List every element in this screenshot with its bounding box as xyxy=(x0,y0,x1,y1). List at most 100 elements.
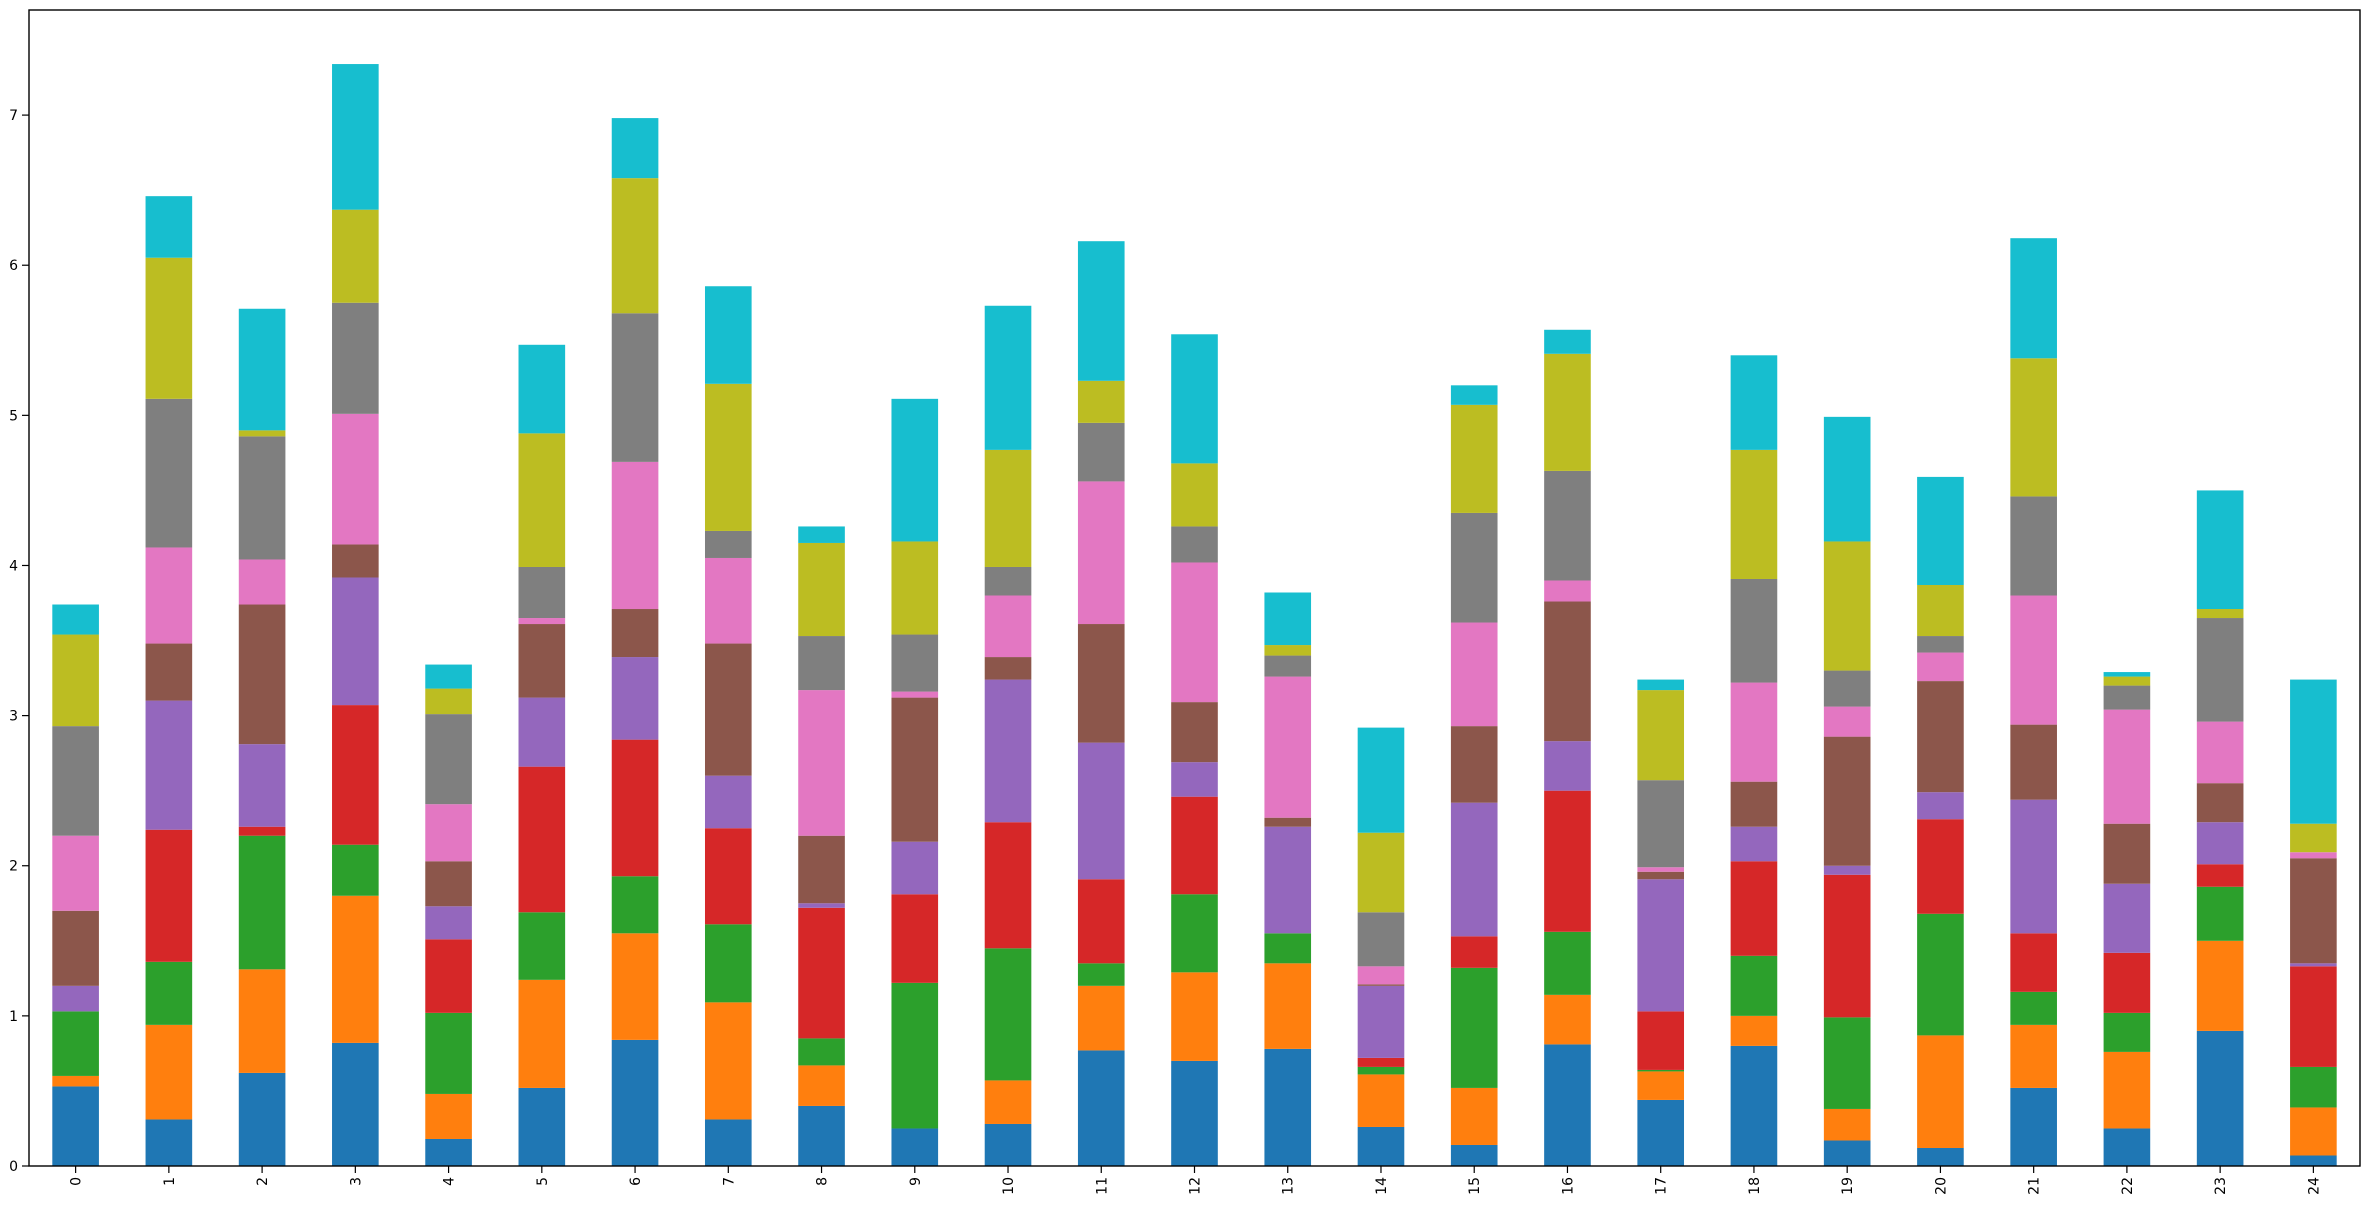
bar-segment-15-s9 xyxy=(1450,385,1498,405)
bar-segment-22-s8 xyxy=(2103,676,2151,686)
bar-segment-11-s7 xyxy=(1077,422,1125,482)
bar-segment-1-s8 xyxy=(145,257,193,399)
bar-segment-0-s8 xyxy=(52,634,99,727)
x-tick-label-10: 10 xyxy=(1001,1177,1017,1195)
bar-segment-2-s5 xyxy=(238,604,286,745)
bar-segment-13-s4 xyxy=(1264,826,1312,934)
bar-segment-7-s9 xyxy=(704,286,752,384)
bar-segment-6-s8 xyxy=(611,178,659,314)
bar-segment-18-s5 xyxy=(1730,781,1778,827)
bar-segment-23-s3 xyxy=(2196,864,2244,887)
bar-segment-1-s4 xyxy=(145,700,193,830)
bar-segment-5-s3 xyxy=(518,766,566,913)
bar-segment-12-s8 xyxy=(1171,463,1218,527)
bar-segment-20-s6 xyxy=(1917,652,1964,682)
bar-segment-16-s1 xyxy=(1544,994,1591,1045)
bar-segment-16-s6 xyxy=(1544,580,1591,602)
x-tick-label-3: 3 xyxy=(348,1177,364,1186)
bar-segment-6-s9 xyxy=(611,118,659,179)
bar-segment-24-s5 xyxy=(2290,858,2337,964)
bar-segment-3-s9 xyxy=(332,64,379,210)
bar-segment-4-s8 xyxy=(425,688,472,715)
bar-segment-23-s5 xyxy=(2196,783,2244,823)
bar-segment-18-s3 xyxy=(1730,861,1778,956)
x-tick-label-23: 23 xyxy=(2213,1177,2229,1195)
bar-segment-24-s1 xyxy=(2290,1107,2337,1156)
y-tick-label-7: 7 xyxy=(9,108,18,124)
bar-segment-21-s2 xyxy=(2010,991,2057,1025)
bar-segment-15-s1 xyxy=(1450,1087,1498,1145)
bar-segment-22-s1 xyxy=(2103,1051,2151,1129)
bar-segment-14-s2 xyxy=(1357,1066,1405,1075)
bar-segment-9-s3 xyxy=(891,894,939,983)
bar-segment-1-s6 xyxy=(145,547,193,644)
bar-segment-5-s7 xyxy=(518,566,566,619)
bar-segment-21-s7 xyxy=(2010,496,2057,596)
bar-segment-7-s4 xyxy=(704,775,752,829)
x-tick-label-4: 4 xyxy=(442,1177,458,1186)
bar-segment-14-s8 xyxy=(1357,832,1405,913)
bar-segment-8-s7 xyxy=(798,636,845,691)
bar-segment-9-s9 xyxy=(891,398,939,542)
bar-segment-14-s0 xyxy=(1357,1126,1405,1166)
x-tick-label-2: 2 xyxy=(255,1177,271,1186)
bar-segment-19-s1 xyxy=(1823,1108,1871,1141)
bar-segment-15-s4 xyxy=(1450,802,1498,937)
bar-segment-24-s8 xyxy=(2290,823,2337,853)
bar-segment-5-s2 xyxy=(518,912,566,980)
bar-segment-23-s0 xyxy=(2196,1030,2244,1166)
bar-segment-13-s8 xyxy=(1264,645,1312,656)
bar-segment-16-s8 xyxy=(1544,353,1591,471)
bar-segment-6-s3 xyxy=(611,739,659,877)
bar-segment-12-s1 xyxy=(1171,972,1218,1061)
x-tick-label-1: 1 xyxy=(162,1177,178,1186)
bar-segment-7-s5 xyxy=(704,643,752,776)
bar-segment-16-s4 xyxy=(1544,741,1591,791)
bar-segment-24-s6 xyxy=(2290,852,2337,859)
bar-segment-3-s8 xyxy=(332,209,379,303)
bar-segment-4-s2 xyxy=(425,1012,472,1094)
bar-segment-10-s4 xyxy=(984,679,1032,823)
bar-segment-18-s8 xyxy=(1730,449,1778,579)
x-tick-label-0: 0 xyxy=(69,1177,85,1186)
bar-segment-0-s5 xyxy=(52,910,99,986)
x-tick-label-18: 18 xyxy=(1747,1177,1763,1195)
bar-segment-19-s3 xyxy=(1823,874,1871,1018)
x-tick-label-17: 17 xyxy=(1654,1177,1670,1195)
bar-segment-18-s9 xyxy=(1730,355,1778,450)
bar-segment-1-s5 xyxy=(145,643,193,701)
bar-segment-13-s2 xyxy=(1264,933,1312,964)
bar-segment-13-s7 xyxy=(1264,655,1312,677)
bar-segment-14-s6 xyxy=(1357,966,1405,985)
bar-segment-13-s9 xyxy=(1264,592,1312,646)
bar-segment-9-s6 xyxy=(891,691,939,698)
bar-segment-12-s6 xyxy=(1171,562,1218,703)
bar-segment-23-s6 xyxy=(2196,721,2244,784)
bar-segment-7-s7 xyxy=(704,530,752,558)
bar-segment-16-s5 xyxy=(1544,601,1591,742)
bar-segment-3-s2 xyxy=(332,844,379,896)
y-tick-label-2: 2 xyxy=(9,859,18,875)
bars-layer xyxy=(52,64,2337,1166)
bar-segment-24-s2 xyxy=(2290,1066,2337,1108)
bar-segment-19-s2 xyxy=(1823,1017,1871,1109)
bar-segment-13-s0 xyxy=(1264,1048,1312,1166)
bar-segment-5-s8 xyxy=(518,433,566,567)
bar-segment-10-s8 xyxy=(984,449,1032,567)
bar-segment-8-s3 xyxy=(798,907,845,1039)
bar-segment-7-s1 xyxy=(704,1002,752,1120)
x-tick-label-12: 12 xyxy=(1188,1177,1204,1195)
bar-segment-0-s7 xyxy=(52,726,99,836)
bar-segment-16-s2 xyxy=(1544,931,1591,995)
bar-segment-5-s1 xyxy=(518,979,566,1088)
bar-segment-3-s1 xyxy=(332,895,379,1043)
bar-segment-16-s7 xyxy=(1544,470,1591,581)
bar-segment-3-s5 xyxy=(332,544,379,578)
bar-segment-9-s7 xyxy=(891,634,939,692)
bar-segment-6-s1 xyxy=(611,933,659,1040)
y-tick-label-3: 3 xyxy=(9,709,18,725)
bar-segment-17-s2 xyxy=(1637,1069,1685,1072)
bar-segment-14-s7 xyxy=(1357,912,1405,967)
